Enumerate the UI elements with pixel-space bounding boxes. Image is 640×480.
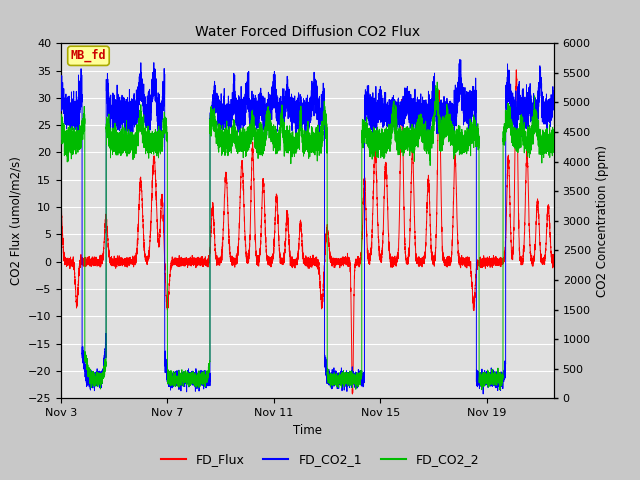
- Y-axis label: CO2 Flux (umol/m2/s): CO2 Flux (umol/m2/s): [9, 156, 22, 285]
- Text: MB_fd: MB_fd: [70, 49, 106, 62]
- Legend: FD_Flux, FD_CO2_1, FD_CO2_2: FD_Flux, FD_CO2_1, FD_CO2_2: [156, 448, 484, 471]
- Y-axis label: CO2 Concentration (ppm): CO2 Concentration (ppm): [596, 145, 609, 297]
- Title: Water Forced Diffusion CO2 Flux: Water Forced Diffusion CO2 Flux: [195, 25, 420, 39]
- X-axis label: Time: Time: [292, 424, 322, 437]
